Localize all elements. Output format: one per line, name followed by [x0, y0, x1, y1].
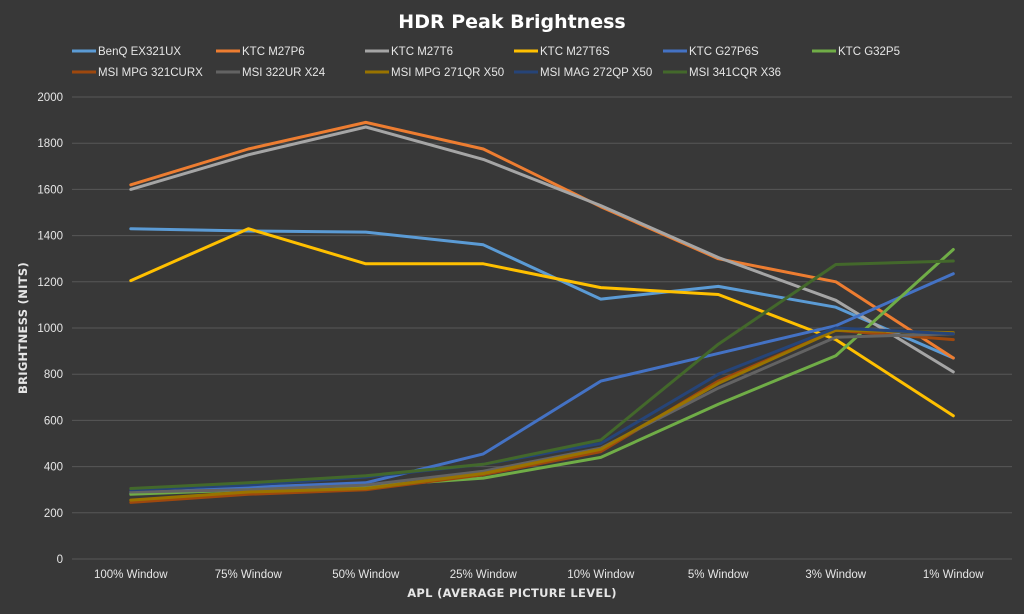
y-axis-ticks: 0 200 400 600 800 1000 1200 1400 1600 1800 2000: [37, 92, 63, 566]
y-tick-label: 1600: [37, 184, 63, 196]
series-line: [129, 227, 955, 360]
y-axis-title: BRIGHTNESS (NITS): [16, 262, 30, 394]
series-line: [129, 259, 955, 490]
chart-title: HDR Peak Brightness: [398, 11, 625, 33]
y-tick-label: 2000: [37, 92, 63, 104]
x-tick-label: 75% Window: [215, 569, 283, 581]
series-line: [129, 328, 955, 502]
x-tick-label: 3% Window: [805, 569, 866, 581]
x-axis-title: APL (AVERAGE PICTURE LEVEL): [407, 586, 617, 600]
legend-label: KTC M27P6: [242, 46, 305, 58]
y-tick-label: 600: [44, 415, 63, 427]
y-tick-label: 1800: [37, 138, 63, 150]
legend-label: KTC M27T6S: [540, 46, 610, 58]
series-line: [129, 125, 955, 374]
legend-label: MSI MPG 271QR X50: [391, 67, 504, 79]
x-tick-label: 100% Window: [94, 569, 168, 581]
series-line: [129, 332, 955, 494]
y-tick-label: 0: [57, 554, 63, 566]
series-line: [129, 326, 955, 492]
series-line: [129, 120, 955, 360]
y-tick-label: 1000: [37, 323, 63, 335]
x-tick-label: 25% Window: [450, 569, 518, 581]
series-line: [129, 248, 955, 496]
legend-label: BenQ EX321UX: [98, 46, 181, 58]
legend-label: KTC M27T6: [391, 46, 453, 58]
legend: BenQ EX321UX KTC M27P6 KTC M27T6 KTC M27T6S…: [72, 46, 900, 79]
x-tick-label: 1% Window: [923, 569, 984, 581]
x-axis-ticks: 100% Window 75% Window 50% Window 25% Windo…: [94, 569, 984, 581]
series-line: [129, 272, 955, 495]
series-line: [129, 227, 955, 418]
legend-label: MSI 341CQR X36: [689, 67, 781, 79]
x-tick-label: 10% Window: [567, 569, 635, 581]
y-tick-label: 800: [44, 369, 63, 381]
x-tick-label: 50% Window: [332, 569, 400, 581]
legend-label: MSI MPG 321CURX: [98, 67, 203, 79]
legend-label: KTC G27P6S: [689, 46, 759, 58]
y-tick-label: 400: [44, 462, 63, 474]
y-tick-label: 200: [44, 508, 63, 520]
legend-label: MSI MAG 272QP X50: [540, 67, 652, 79]
x-tick-label: 5% Window: [688, 569, 749, 581]
legend-label: KTC G32P5: [838, 46, 900, 58]
y-tick-label: 1400: [37, 231, 63, 243]
legend-label: MSI 322UR X24: [242, 67, 326, 79]
series-lines: [129, 120, 955, 504]
y-tick-label: 1200: [37, 277, 63, 289]
